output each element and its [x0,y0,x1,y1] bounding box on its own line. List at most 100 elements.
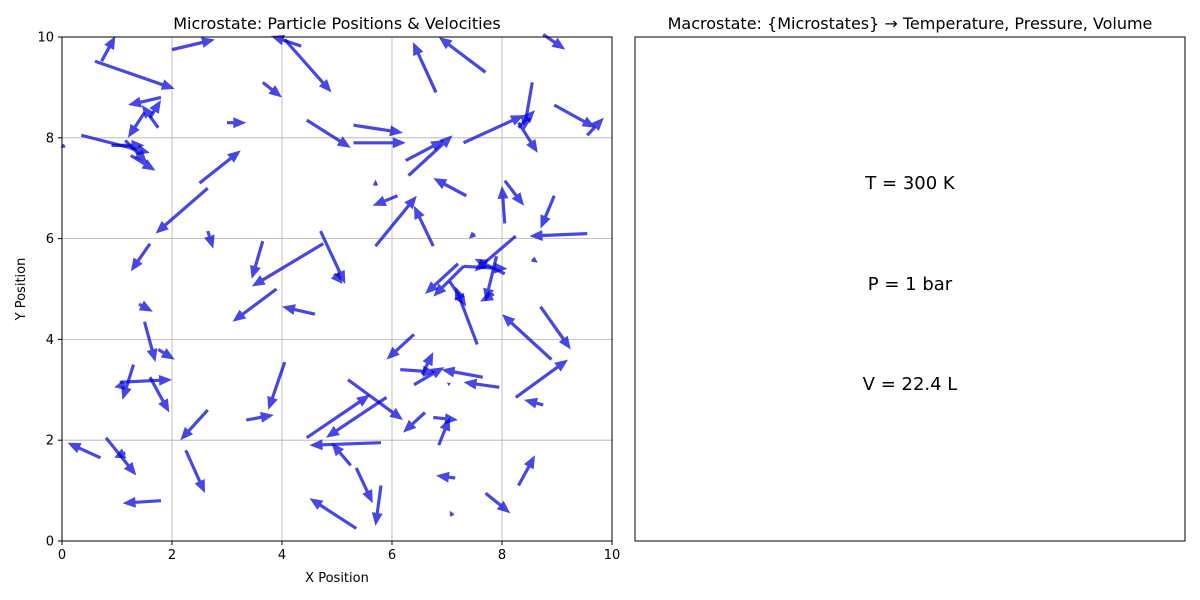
velocity-arrow [469,231,477,239]
velocity-arrow [282,304,316,316]
velocity-arrow [542,33,566,50]
velocity-arrow [309,439,382,451]
velocity-arrow [372,179,379,186]
velocity-arrow [447,382,451,386]
velocity-arrow [283,38,332,93]
velocity-arrow [463,378,500,390]
velocity-arrow [138,300,153,312]
velocity-arrow [372,194,399,206]
velocity-arrow [124,139,148,163]
velocity-arrow [305,118,351,148]
velocity-arrow [502,314,553,361]
x-tick-label: 4 [278,548,286,563]
pressure-text: P = 1 bar [868,274,953,295]
velocity-arrow [180,408,209,441]
velocity-arrow [100,36,116,62]
x-tick-label: 8 [498,548,506,563]
velocity-arrow [414,205,435,247]
x-tick-label: 6 [388,548,396,563]
velocity-arrow [171,37,215,52]
y-tick-label: 6 [46,232,54,247]
arrow-field [60,33,604,530]
velocity-arrow [309,498,358,530]
velocity-arrow [232,287,278,322]
velocity-arrow [114,380,126,390]
velocity-arrow [462,115,524,145]
velocity-arrow [517,121,538,153]
x-axis-label: X Position [305,571,369,586]
macrostate-panel: Macrostate: {Microstates} → Temperature,… [634,14,1186,542]
velocity-arrow [94,59,175,90]
velocity-arrow [114,448,127,459]
velocity-arrow [386,333,416,360]
velocity-arrow [347,378,403,420]
velocity-arrow [524,397,544,409]
velocity-arrow [331,442,352,467]
quiver-chart-title: Microstate: Particle Positions & Velocit… [173,14,500,33]
velocity-arrow [405,140,445,162]
velocity-arrow [130,242,152,272]
velocity-arrow [141,105,160,129]
velocity-arrow [155,187,209,234]
velocity-arrow [433,178,467,198]
axis-ticks: 0 2 4 6 8 10 0 2 4 6 8 10 [37,31,620,564]
velocity-arrow [353,123,403,137]
velocity-arrow [374,195,417,248]
velocity-arrow [540,195,556,229]
velocity-arrow [497,185,509,224]
x-tick-label: 0 [58,548,66,563]
velocity-arrow [60,143,66,148]
velocity-arrow [128,111,146,138]
volume-text: V = 22.4 L [863,374,958,395]
plot-frame [61,36,613,542]
y-tick-label: 8 [46,131,54,146]
velocity-arrow [129,154,156,171]
velocity-arrow [400,365,436,377]
x-tick-label: 2 [168,548,176,563]
velocity-arrow [438,37,487,74]
velocity-arrow [184,449,205,494]
velocity-arrow [119,374,172,386]
velocity-arrow [483,255,499,302]
velocity-arrow [148,376,170,413]
velocity-arrow [553,103,596,128]
velocity-arrow [437,417,451,446]
velocity-arrow [433,265,465,297]
velocity-arrow [514,359,568,399]
velocity-arrow [454,286,479,345]
velocity-arrow [425,262,460,294]
velocity-arrow [354,467,373,504]
velocity-arrow [330,271,343,284]
velocity-arrow [539,305,571,350]
velocity-arrow [436,471,456,483]
velocity-arrow [122,496,162,508]
temperature-text: T = 300 K [864,173,956,194]
velocity-arrow [353,137,406,149]
velocity-arrow [413,367,445,387]
velocity-arrow [261,81,282,98]
velocity-arrow [449,510,455,517]
velocity-arrow [67,442,102,460]
y-tick-label: 10 [37,31,54,46]
velocity-arrow [474,258,506,276]
velocity-arrow [371,485,383,526]
velocity-arrow [484,491,511,514]
velocity-arrow [420,352,434,376]
velocity-arrow [412,42,438,94]
velocity-arrow [143,321,158,363]
velocity-arrow [407,135,453,177]
macrostate-title: Macrostate: {Microstates} → Temperature,… [668,14,1153,33]
velocity-arrow [250,240,265,279]
velocity-arrow [157,348,175,360]
x-tick-label: 10 [604,548,621,563]
velocity-arrow [246,411,274,423]
velocity-arrow [128,95,162,108]
y-tick-label: 0 [46,535,54,550]
velocity-arrow [529,230,588,241]
velocity-arrow [517,110,535,129]
velocity-arrow [531,256,538,263]
velocity-arrow [227,117,247,129]
quiver-chart: Microstate: Particle Positions & Velocit… [14,14,620,586]
velocity-arrow [204,230,215,249]
